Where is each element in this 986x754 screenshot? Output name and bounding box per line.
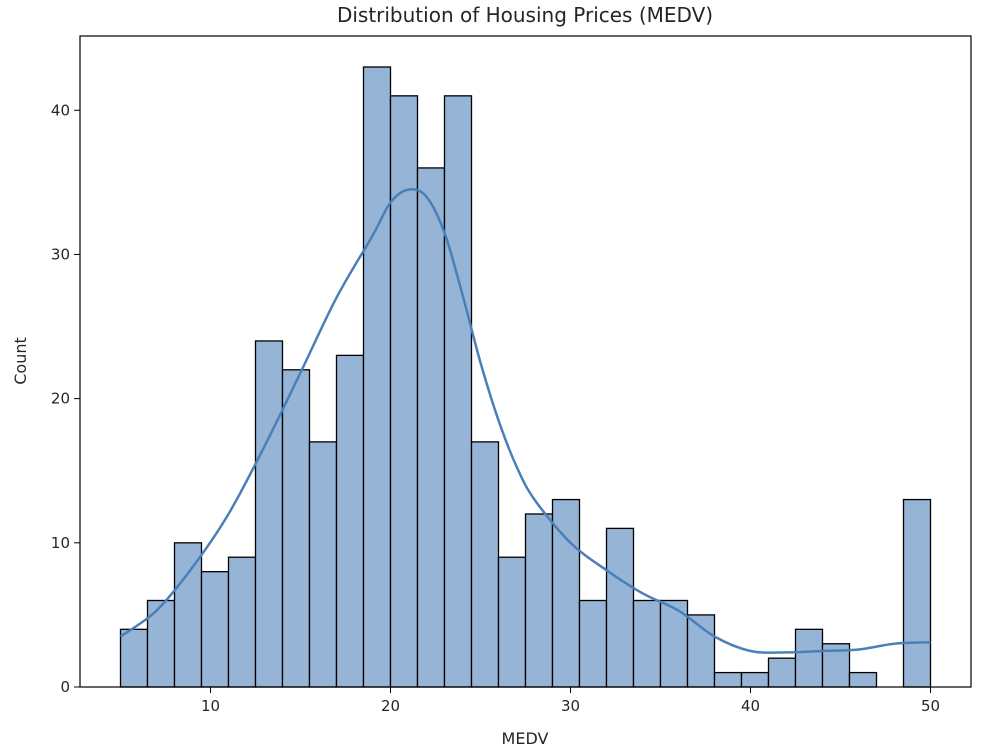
x-tick-label: 30 [561,697,580,715]
kde-curve [119,188,931,654]
histogram-bar [227,556,257,688]
x-tick-label: 40 [741,697,760,715]
histogram-bar [551,498,581,688]
y-tick-label: 40 [51,101,70,119]
histogram-bar [308,441,338,688]
histogram-bar [578,599,608,688]
x-tick-label: 10 [201,697,220,715]
histogram-bar [605,527,635,688]
histogram-bar [902,498,932,688]
y-tick-label: 10 [51,534,70,552]
histogram-bar [794,628,824,688]
histogram-bar [632,599,662,688]
x-tick-label: 50 [921,697,940,715]
y-tick-label: 30 [51,245,70,263]
histogram-bar [470,441,500,688]
histogram-bar [686,614,716,688]
y-tick-label: 20 [51,390,70,408]
histogram-bar [443,95,473,688]
y-tick-label: 0 [60,678,70,696]
histogram-bar [416,167,446,688]
histogram-bar [173,542,203,688]
x-tick-label: 20 [381,697,400,715]
histogram-bar [281,369,311,688]
histogram-bar [362,66,392,688]
histogram-bar [200,571,230,688]
y-axis-label: Count [11,337,30,385]
histogram-bar [740,671,770,688]
histogram-bars [119,66,932,688]
x-axis-label: MEDV [502,729,549,748]
chart-title: Distribution of Housing Prices (MEDV) [337,3,713,27]
plot-area-frame [79,35,972,688]
histogram-bar [254,340,284,688]
histogram-bar [713,671,743,688]
histogram-bar [389,95,419,688]
histogram-bar [119,628,149,688]
histogram-bar [524,513,554,688]
histogram-bar [335,354,365,688]
histogram-bar [767,657,797,688]
x-axis-ticks: 10 20 30 40 50 [201,687,940,715]
histogram-bar [497,556,527,688]
histogram-bar [848,671,878,688]
y-axis-ticks: 0 10 20 30 40 [51,101,80,696]
